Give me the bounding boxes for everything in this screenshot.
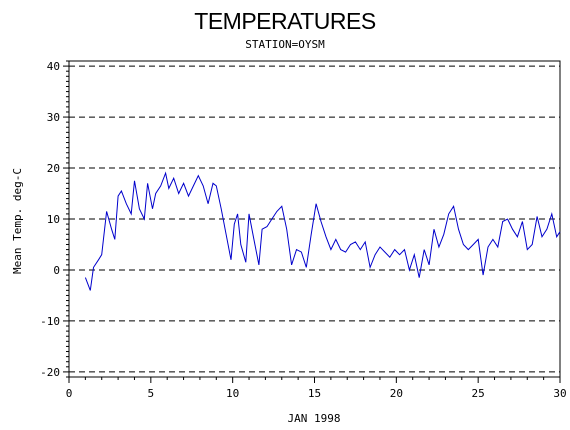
y-tick-label: 10: [47, 213, 60, 226]
y-tick-label: 40: [47, 60, 60, 73]
x-tick-label: 30: [553, 387, 566, 400]
y-tick-label: 30: [47, 111, 60, 124]
y-tick-label: -20: [40, 366, 60, 379]
x-tick-label: 0: [66, 387, 73, 400]
x-tick-label: 10: [226, 387, 239, 400]
y-tick-label: 0: [53, 264, 60, 277]
y-axis-label: Mean Temp. deg-C: [11, 168, 24, 274]
series-line: [84, 171, 561, 291]
chart-subtitle: STATION=OYSM: [245, 38, 325, 51]
x-axis-label: JAN 1998: [288, 412, 341, 425]
x-tick-label: 15: [308, 387, 321, 400]
y-axis-ticks: -20 -10 0 10 20 30 40: [40, 60, 69, 379]
y-tick-label: 20: [47, 162, 60, 175]
x-tick-label: 5: [148, 387, 155, 400]
x-tick-label: 25: [472, 387, 485, 400]
chart-title: TEMPERATURES: [194, 8, 376, 34]
y-tick-label: -10: [40, 315, 60, 328]
x-tick-label: 20: [390, 387, 403, 400]
grid-lines: [69, 65, 560, 373]
x-axis-ticks: 0 5 10 15 20 25 30: [66, 377, 567, 400]
